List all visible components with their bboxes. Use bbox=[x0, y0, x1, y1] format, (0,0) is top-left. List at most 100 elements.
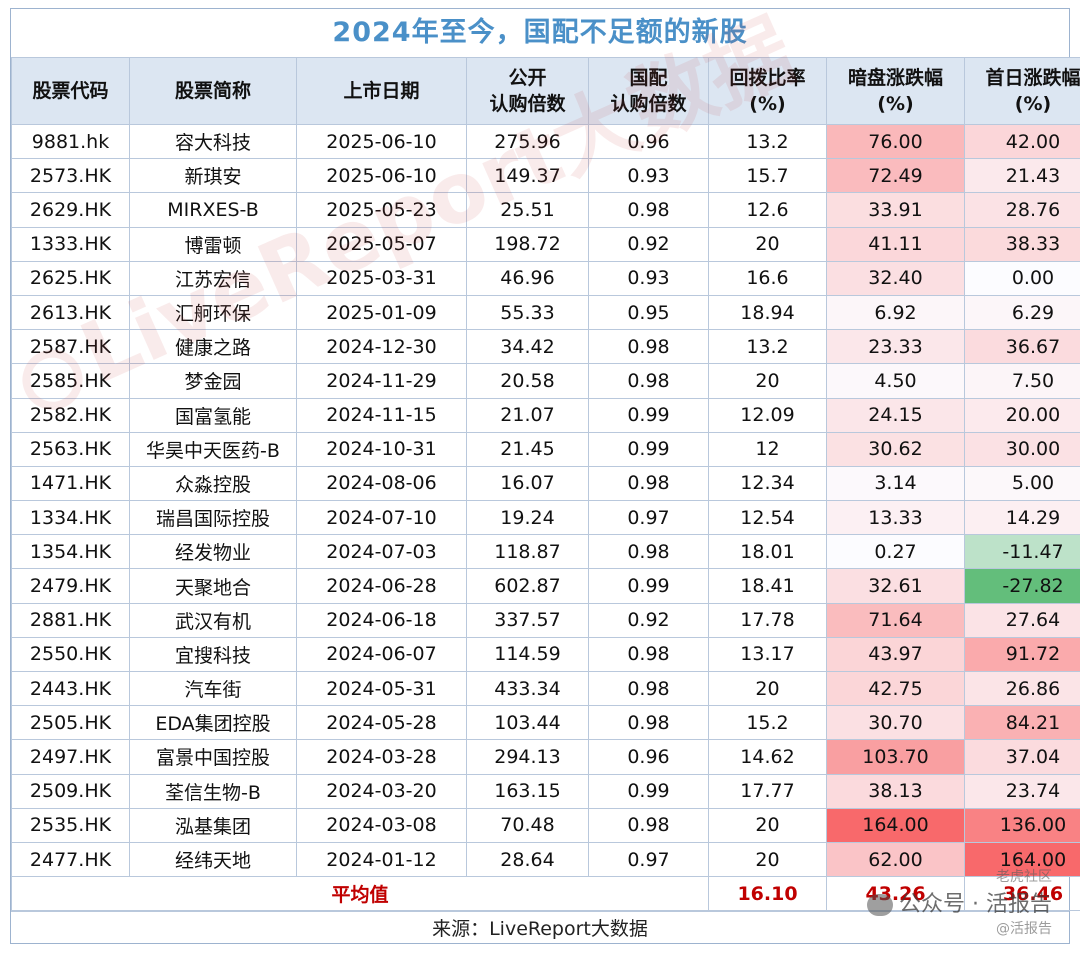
table-cell: 天聚地合 bbox=[129, 568, 297, 604]
table-cell: 宜搜科技 bbox=[129, 636, 297, 673]
table-row: 2497.HK 富景中国控股 2024-03-28 294.13 0.96 14.62 10… bbox=[11, 739, 1080, 775]
table-cell: 26.86 bbox=[964, 670, 1080, 707]
table-cell: 0.98 bbox=[588, 465, 709, 502]
table-cell: 新琪安 bbox=[129, 158, 297, 194]
column-header-line: 首日涨跌幅 bbox=[985, 67, 1080, 89]
table-cell: 15.7 bbox=[708, 158, 827, 194]
table-cell: 0.98 bbox=[588, 363, 709, 399]
table-cell: 14.29 bbox=[964, 500, 1080, 536]
table-cell: 15.2 bbox=[708, 705, 827, 741]
table-cell: 33.91 bbox=[826, 192, 965, 228]
table-row: 2881.HK 武汉有机 2024-06-18 337.57 0.92 17.78 71.6… bbox=[11, 602, 1080, 638]
table-cell: 2535.HK bbox=[11, 807, 130, 843]
table-cell: 18.01 bbox=[708, 534, 827, 570]
table-cell: 20 bbox=[708, 363, 827, 399]
table-cell: 2024-11-29 bbox=[296, 363, 467, 399]
table-cell: 经发物业 bbox=[129, 534, 297, 570]
table-cell: 37.04 bbox=[964, 739, 1080, 775]
table-cell: 38.33 bbox=[964, 226, 1080, 262]
table-cell: 18.41 bbox=[708, 568, 827, 604]
column-header-line: 公开 bbox=[508, 67, 547, 89]
table-cell: 12.34 bbox=[708, 465, 827, 502]
table-cell: 国富氢能 bbox=[129, 397, 297, 433]
table-cell: 20.58 bbox=[466, 363, 589, 399]
table-cell: 30.00 bbox=[964, 431, 1080, 467]
table-cell: 3.14 bbox=[826, 465, 965, 502]
column-header-line: (%) bbox=[877, 93, 914, 115]
table-cell: 30.70 bbox=[826, 705, 965, 741]
table-row: 2563.HK 华昊中天医药-B 2024-10-31 21.45 0.99 12 30.6… bbox=[11, 431, 1080, 467]
table-cell: 12.6 bbox=[708, 192, 827, 228]
table-cell: 0.93 bbox=[588, 158, 709, 194]
table-cell: 健康之路 bbox=[129, 329, 297, 365]
table-row: 2585.HK 梦金园 2024-11-29 20.58 0.98 20 4.50 7.50 bbox=[11, 363, 1080, 399]
table-cell: 14.62 bbox=[708, 739, 827, 775]
column-header-line: 认购倍数 bbox=[610, 93, 687, 115]
table-row: 2582.HK 国富氢能 2024-11-15 21.07 0.99 12.09 24.15… bbox=[11, 397, 1080, 433]
table-cell: 71.64 bbox=[826, 602, 965, 638]
table-row: 1333.HK 博雷顿 2025-05-07 198.72 0.92 20 41.11 38.… bbox=[11, 226, 1080, 262]
table-cell: 2024-08-06 bbox=[296, 465, 467, 502]
table-cell: 2025-06-10 bbox=[296, 158, 467, 194]
table-cell: 23.33 bbox=[826, 329, 965, 365]
table-cell: 21.43 bbox=[964, 158, 1080, 194]
table-cell: 17.78 bbox=[708, 602, 827, 638]
table-cell: 2625.HK bbox=[11, 260, 130, 296]
table-row: 1334.HK 瑞昌国际控股 2024-07-10 19.24 0.97 12.54 13.… bbox=[11, 500, 1080, 536]
table-cell: 2509.HK bbox=[11, 773, 130, 809]
table-row: 2550.HK 宜搜科技 2024-06-07 114.59 0.98 13.17 43.9… bbox=[11, 636, 1080, 673]
table-cell: 16.6 bbox=[708, 260, 827, 296]
table-cell: 荃信生物-B bbox=[129, 773, 297, 809]
table-cell: 0.97 bbox=[588, 841, 709, 878]
table-cell: 0.27 bbox=[826, 534, 965, 570]
average-shouri: 36.46 bbox=[964, 876, 1080, 912]
table-cell: 华昊中天医药-B bbox=[129, 431, 297, 467]
table-row: 9881.hk 容大科技 2025-06-10 275.96 0.96 13.2 76.00… bbox=[11, 123, 1080, 160]
table-cell: 294.13 bbox=[466, 739, 589, 775]
table-cell: 2024-05-31 bbox=[296, 670, 467, 707]
wechat-badge: 老虎社区 公众号 · 活报告 @活报告 bbox=[867, 866, 1052, 938]
table-cell: 72.49 bbox=[826, 158, 965, 194]
table-cell: MIRXES-B bbox=[129, 192, 297, 228]
table-cell: 13.2 bbox=[708, 329, 827, 365]
table-cell: 0.98 bbox=[588, 534, 709, 570]
table-cell: 41.11 bbox=[826, 226, 965, 262]
table-cell: 103.70 bbox=[826, 739, 965, 775]
table-cell: 0.93 bbox=[588, 260, 709, 296]
table-cell: 0.98 bbox=[588, 329, 709, 365]
table-cell: 5.00 bbox=[964, 465, 1080, 502]
table-cell: 0.96 bbox=[588, 739, 709, 775]
table-cell: -27.82 bbox=[964, 568, 1080, 604]
table-cell: 164.00 bbox=[826, 807, 965, 843]
table-cell: 337.57 bbox=[466, 602, 589, 638]
report-card: 2024年至今，国配不足额的新股 股票代码 股票简称 上市日期 公开 认购倍数 国配 认购倍… bbox=[10, 8, 1080, 944]
table-cell: 18.94 bbox=[708, 294, 827, 331]
table-cell: 2025-03-31 bbox=[296, 260, 467, 296]
column-header-line: 认购倍数 bbox=[489, 93, 566, 115]
table-cell: 2024-11-15 bbox=[296, 397, 467, 433]
table-row: 1354.HK 经发物业 2024-07-03 118.87 0.98 18.01 0.27… bbox=[11, 534, 1080, 570]
table-cell: 602.87 bbox=[466, 568, 589, 604]
column-header: 股票代码 bbox=[11, 57, 130, 125]
average-row: 平均值 16.10 43.26 36.46 bbox=[11, 876, 1080, 912]
table-cell: 2024-03-20 bbox=[296, 773, 467, 809]
table-cell: 24.15 bbox=[826, 397, 965, 433]
table-cell: 28.64 bbox=[466, 841, 589, 878]
table-row: 2509.HK 荃信生物-B 2024-03-20 163.15 0.99 17.77 38… bbox=[11, 773, 1080, 809]
column-header: 上市日期 bbox=[296, 57, 467, 125]
table-cell: 25.51 bbox=[466, 192, 589, 228]
table-cell: 2024-06-28 bbox=[296, 568, 467, 604]
table-cell: -11.47 bbox=[964, 534, 1080, 570]
table-cell: 70.48 bbox=[466, 807, 589, 843]
table-cell: 7.50 bbox=[964, 363, 1080, 399]
table-cell: 0.98 bbox=[588, 192, 709, 228]
table-cell: 164.00 bbox=[964, 841, 1080, 878]
table-cell: 42.00 bbox=[964, 123, 1080, 160]
column-header-line: (%) bbox=[749, 93, 786, 115]
table-cell: 55.33 bbox=[466, 294, 589, 331]
table-cell: 2024-01-12 bbox=[296, 841, 467, 878]
table-row: 2477.HK 经纬天地 2024-01-12 28.64 0.97 20 62.00 164… bbox=[11, 841, 1080, 878]
header-row: 股票代码 股票简称 上市日期 公开 认购倍数 国配 认购倍数 回拨比率 (%) 暗盘涨跌幅 (%) 首… bbox=[11, 57, 1080, 125]
table-cell: 汇舸环保 bbox=[129, 294, 297, 331]
table-cell: 16.07 bbox=[466, 465, 589, 502]
